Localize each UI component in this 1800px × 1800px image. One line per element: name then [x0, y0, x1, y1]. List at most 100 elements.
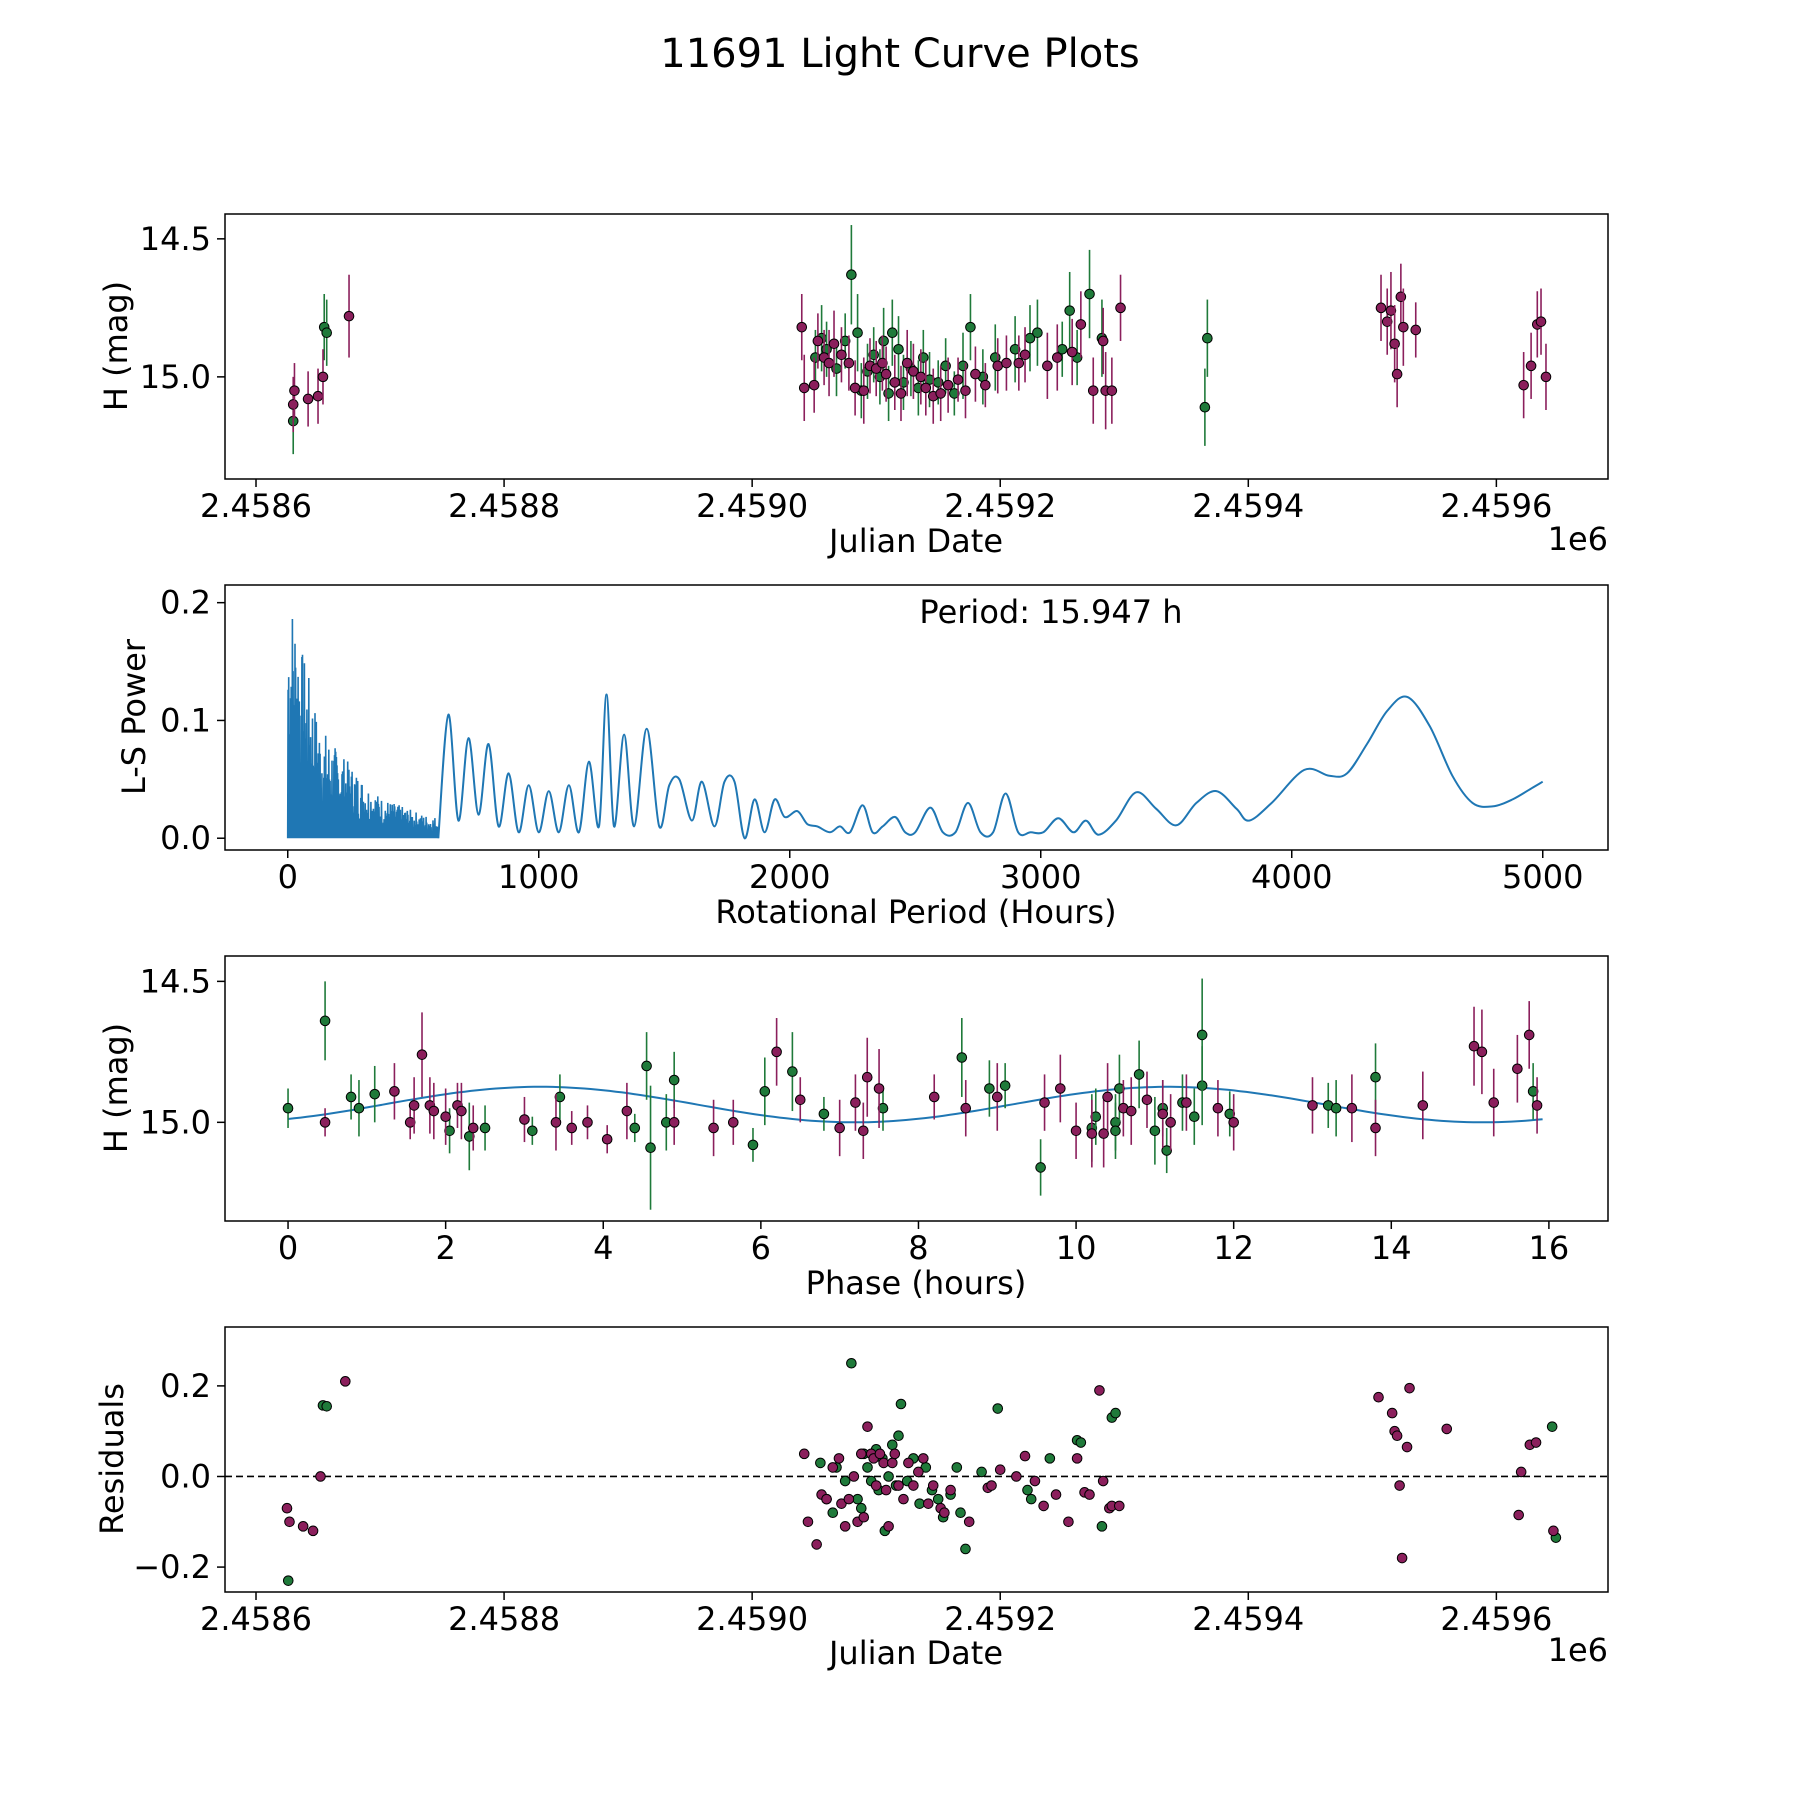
lightcurve-axes-frame [224, 213, 1609, 480]
data-point-purple [802, 1516, 814, 1528]
data-point-purple [812, 335, 824, 347]
x-tick-label: 8 [908, 1229, 928, 1267]
data-point-purple [1394, 1480, 1405, 1491]
data-point-purple [877, 357, 888, 369]
data-point-purple [1051, 352, 1063, 363]
data-point-purple [918, 1453, 929, 1464]
data-point-green [1527, 1086, 1539, 1097]
data-point-green [282, 1575, 294, 1586]
phased-y-axis-label: H (mag) [97, 1023, 135, 1153]
data-point-purple [1106, 385, 1118, 396]
data-point-green [1114, 1083, 1125, 1094]
x-tick-label: 10 [1056, 1229, 1097, 1267]
data-point-purple [1038, 1500, 1049, 1512]
data-point-purple [1548, 1525, 1559, 1537]
data-point-purple [1125, 1105, 1137, 1117]
phased-x-axis-label: Phase (hours) [806, 1264, 1027, 1302]
data-point-purple [836, 349, 847, 361]
data-point-green [1196, 1029, 1208, 1041]
data-point-purple [873, 1083, 885, 1094]
data-point-green [1044, 1453, 1056, 1464]
data-point-purple [1373, 1391, 1384, 1403]
x-tick-label: 2.4590 [696, 1600, 808, 1638]
data-point-green [1161, 1145, 1173, 1156]
data-point-green [319, 1015, 331, 1027]
data-point-purple [796, 321, 808, 333]
data-point-purple [1535, 316, 1547, 327]
y-tick-label: 15.0 [140, 1103, 211, 1141]
periodogram-y-ticks: 0.0 0.1 0.2 [160, 584, 225, 857]
data-point-green [810, 352, 821, 363]
data-point-purple [843, 1493, 855, 1505]
x-tick-label: 2.4592 [944, 487, 1056, 525]
data-point-purple [1410, 324, 1422, 336]
data-point-purple [1398, 321, 1409, 333]
lightcurve-marks [287, 225, 1552, 455]
data-point-green [554, 1091, 566, 1103]
data-point-purple [901, 357, 913, 369]
data-point-green [668, 1074, 680, 1086]
lightcurve-y-ticks: 14.5 15.0 [140, 220, 225, 396]
data-point-green [527, 1125, 538, 1137]
data-point-purple [1381, 316, 1393, 327]
x-tick-label: 4 [593, 1229, 613, 1267]
data-point-purple [1307, 1100, 1318, 1111]
data-point-purple [340, 1376, 351, 1387]
x-tick-label: 2.4596 [1440, 1600, 1552, 1638]
data-point-purple [1097, 335, 1109, 347]
data-point-purple [1042, 360, 1053, 372]
data-point-purple [1404, 1382, 1415, 1394]
residuals-x-axis-label: Julian Date [827, 1634, 1003, 1672]
data-point-purple [1039, 1097, 1050, 1108]
data-point-green [1009, 343, 1021, 355]
data-point-green [1090, 1111, 1102, 1122]
data-point-purple [582, 1117, 593, 1128]
data-point-purple [1386, 1407, 1398, 1419]
data-point-purple [428, 1105, 440, 1117]
data-point-purple [408, 1100, 420, 1111]
data-point-purple [878, 1457, 889, 1469]
y-tick-label: 0.0 [160, 1457, 211, 1495]
data-point-purple [312, 390, 324, 402]
x-tick-label: 5000 [1502, 858, 1583, 896]
residuals-marks [225, 1357, 1608, 1586]
data-point-purple [1530, 1437, 1542, 1448]
data-point-green [893, 343, 904, 355]
data-point-purple [315, 1471, 326, 1482]
data-point-purple [1441, 1423, 1453, 1435]
x-tick-label: 2.4594 [1192, 487, 1304, 525]
data-point-green [949, 388, 960, 399]
data-point-purple [821, 1493, 832, 1505]
data-point-purple [389, 1086, 400, 1097]
data-point-green [353, 1102, 365, 1114]
data-point-purple [1013, 357, 1025, 369]
data-point-green [1202, 332, 1213, 344]
data-point-purple [668, 1117, 680, 1128]
data-point-green [856, 1502, 867, 1514]
data-point-green [852, 1493, 863, 1505]
data-point-purple [850, 1097, 861, 1108]
data-point-green [1025, 1493, 1037, 1505]
data-point-purple [1113, 1500, 1125, 1512]
data-point-purple [843, 357, 855, 369]
data-point-purple [1086, 1128, 1098, 1139]
data-point-purple [287, 399, 299, 410]
data-point-purple [922, 1498, 934, 1509]
data-point-purple [808, 379, 820, 391]
data-point-green [918, 352, 929, 363]
data-point-purple [945, 1484, 956, 1496]
data-point-purple [828, 338, 840, 350]
data-point-purple [908, 1480, 919, 1491]
residuals-x-offset-label: 1e6 [1548, 1631, 1608, 1669]
data-point-green [940, 360, 951, 372]
data-point-green [1064, 305, 1075, 316]
data-point-green [878, 335, 889, 347]
data-point-purple [1488, 1097, 1500, 1108]
data-point-purple [404, 1117, 416, 1128]
x-tick-label: 2.4588 [448, 487, 560, 525]
data-point-purple [1066, 346, 1078, 358]
data-point-purple [942, 379, 954, 391]
residuals-y-axis-label: Residuals [93, 1383, 131, 1535]
data-point-green [759, 1086, 771, 1097]
data-point-purple [913, 1466, 924, 1478]
